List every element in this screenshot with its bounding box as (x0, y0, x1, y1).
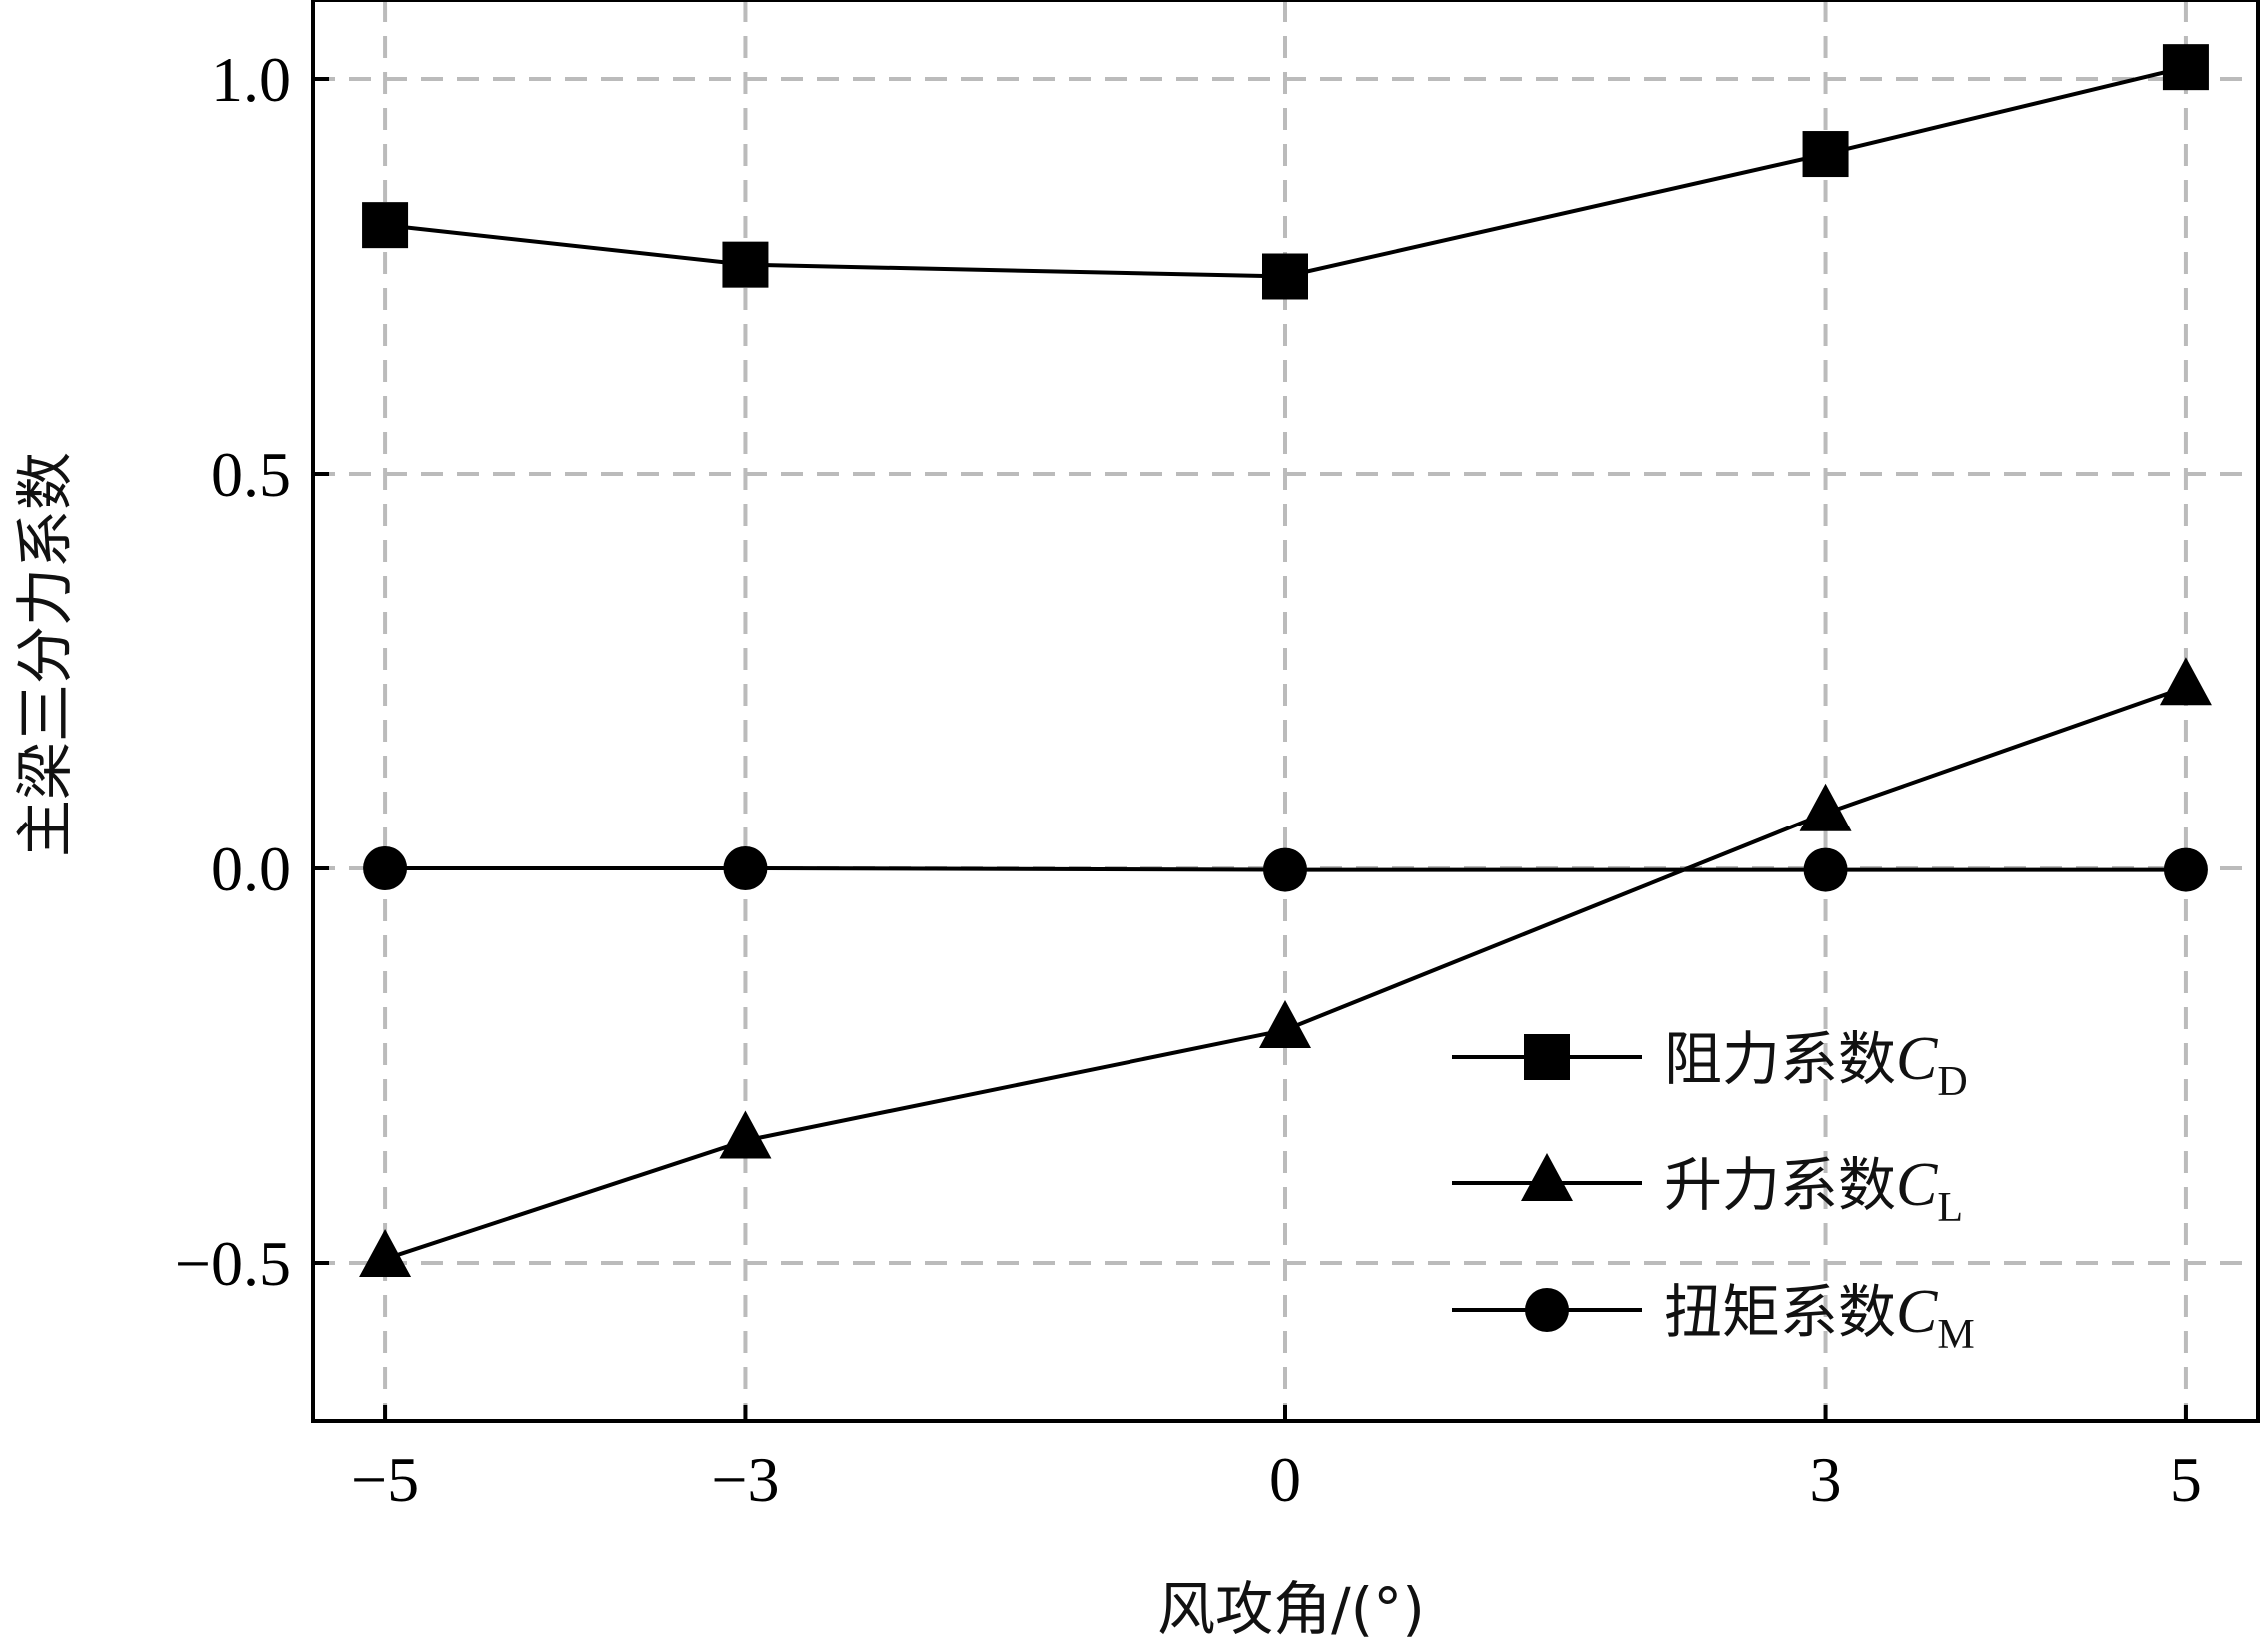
data-point-D (722, 241, 769, 288)
data-point-M (363, 846, 408, 890)
legend-marker (1524, 1034, 1570, 1080)
data-point-M (723, 846, 768, 890)
data-point-L (2159, 657, 2212, 706)
legend-subscript: L (1937, 1185, 1963, 1231)
legend-item-D: 阻力系数CD (1452, 1025, 1968, 1105)
y-tick-labels: 1.0 0.5 0.0 −0.5 (175, 44, 291, 1299)
x-tick-label: 3 (1810, 1444, 1842, 1515)
legend-item-L: 升力系数CL (1452, 1151, 1963, 1231)
x-tick-label: −5 (351, 1444, 419, 1515)
data-point-D (1262, 253, 1308, 300)
legend-name: 升力系数 (1664, 1151, 1896, 1219)
legend-subscript: D (1937, 1059, 1967, 1105)
grid (313, 0, 2258, 1421)
x-tick-label: −3 (711, 1444, 779, 1515)
y-tick-label: 0.5 (211, 439, 291, 510)
legend-item-M: 扭矩系数CM (1452, 1278, 1975, 1358)
legend-subscript: M (1937, 1312, 1974, 1358)
legend-name: 阻力系数 (1664, 1025, 1896, 1093)
data-point-D (1802, 131, 1849, 178)
x-tick-labels: −5 −3 0 3 5 (351, 1444, 2202, 1515)
x-axis-title: 风攻角/(°) (1157, 1575, 1425, 1643)
x-tick-label: 0 (1269, 1444, 1301, 1515)
series-line-D (384, 65, 2187, 279)
legend-symbol: C (1896, 1025, 1938, 1093)
legend-label: 阻力系数CD (1664, 1025, 1968, 1105)
data-point-L (359, 1229, 412, 1278)
y-axis-title: 主梁三分力系数 (11, 452, 79, 857)
data-point-L (1799, 783, 1852, 831)
x-tick-label: 5 (2170, 1444, 2202, 1515)
legend-marker (1525, 1288, 1569, 1332)
data-point-M (1263, 847, 1307, 892)
data-point-D (362, 202, 409, 249)
y-tick-label: 0.0 (211, 833, 291, 904)
data-point-L (1259, 999, 1311, 1048)
legend-symbol: C (1896, 1278, 1938, 1346)
legend-label: 扭矩系数CM (1664, 1278, 1975, 1358)
y-tick-label: 1.0 (211, 44, 291, 115)
y-tick-label: −0.5 (175, 1228, 291, 1299)
data-point-L (719, 1110, 772, 1159)
legend-label: 升力系数CL (1664, 1151, 1963, 1231)
legend-symbol: C (1896, 1151, 1938, 1219)
series-markers (359, 44, 2212, 1278)
axis-ticks (313, 77, 2188, 1421)
legend-marker (1521, 1153, 1573, 1201)
legend-name: 扭矩系数 (1664, 1278, 1896, 1346)
data-point-M (2163, 847, 2208, 892)
data-point-M (1803, 847, 1848, 892)
data-point-D (2162, 44, 2209, 91)
